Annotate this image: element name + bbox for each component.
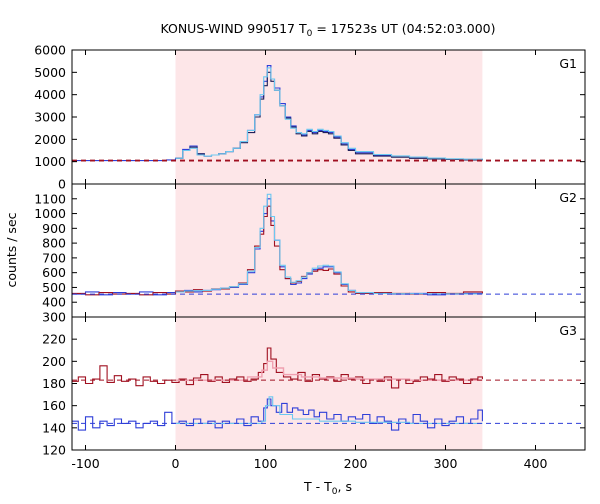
panel-label: G3 [559,323,577,338]
y-tick-label: 600 [42,265,66,280]
shaded-interval [175,50,483,184]
chart-title-sub: 0 [307,29,313,39]
y-tick-label: 4000 [34,87,66,102]
y-axis-label: counts / sec [4,212,19,287]
panel-label: G2 [559,190,577,205]
y-tick-label: 400 [42,295,66,310]
x-axis-label-sub: 0 [332,487,338,497]
series-g3-darkred [72,347,483,389]
x-tick-label: 400 [524,456,548,471]
x-axis-label-prefix: T - T [303,479,332,494]
chart-title-prefix: KONUS-WIND 990517 T [160,21,306,36]
x-axis-label: T - T0, s [303,479,352,497]
y-tick-label: 1100 [34,191,66,206]
x-tick-label: 200 [344,456,368,471]
x-tick-label: -100 [71,456,99,471]
y-tick-label: 500 [42,280,66,295]
y-tick-label: 160 [42,398,66,413]
y-tick-label: 200 [42,354,66,369]
y-tick-label: 0 [58,177,66,192]
y-tick-label: 300 [42,310,66,325]
x-tick-label: 100 [254,456,278,471]
y-tick-label: 3000 [34,110,66,125]
chart-title: KONUS-WIND 990517 T0 = 17523s UT (04:52:… [160,21,495,39]
x-tick-label: 300 [434,456,458,471]
y-tick-label: 700 [42,250,66,265]
y-tick-label: 1000 [34,154,66,169]
shaded-interval [175,184,483,317]
shaded-interval [175,317,483,450]
series-g3-pink [175,360,483,381]
panel-g3: 120 140 160 180 200 220 -100 0 100 200 300 400 G3 [42,316,586,471]
y-tick-label: 1000 [34,206,66,221]
x-axis-label-suffix: , s [338,479,352,494]
series-g1-cyan [175,67,483,160]
y-tick-label: 140 [42,420,66,435]
y-tick-label: 5000 [34,65,66,80]
x-tick-label: 0 [172,456,180,471]
y-tick-label: 2000 [34,132,66,147]
panel-g1: 0 1000 2000 3000 4000 5000 6000 G1 [34,43,586,192]
series-g3-cyan [175,396,483,424]
series-g2-cyan [175,193,483,295]
panel-label: G1 [559,56,577,71]
chart-panels: 0100020003000400050006000G13004005006007… [34,43,586,471]
y-tick-label: 900 [42,221,66,236]
y-tick-label: 180 [42,376,66,391]
y-tick-label: 220 [42,332,66,347]
y-tick-label: 120 [42,443,66,458]
chart-title-suffix: = 17523s UT (04:52:03.000) [312,21,495,36]
y-tick-label: 6000 [34,43,66,58]
y-tick-label: 800 [42,236,66,251]
